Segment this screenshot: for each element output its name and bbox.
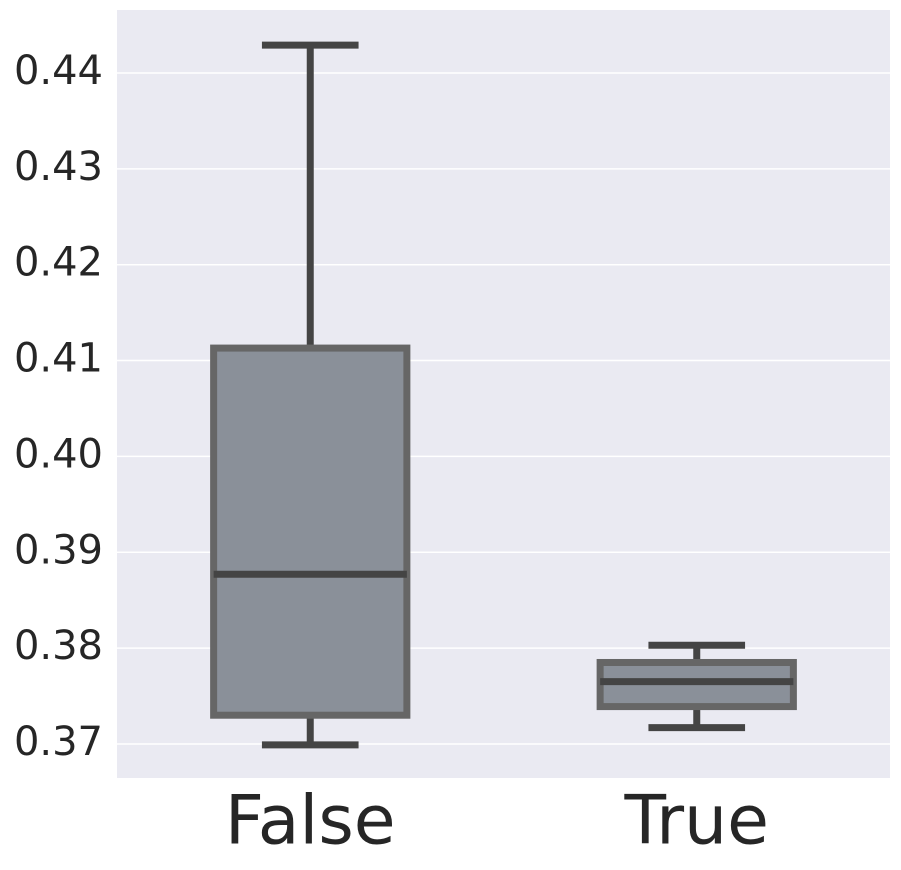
- y-tick-label: 0.37: [14, 719, 103, 765]
- x-tick-label: False: [225, 782, 396, 861]
- y-tick-label: 0.42: [14, 240, 103, 286]
- y-tick-label: 0.39: [14, 527, 103, 573]
- box: [210, 344, 411, 719]
- x-tick-label: True: [624, 782, 769, 861]
- y-tick-label: 0.43: [14, 144, 103, 190]
- y-tick-label: 0.38: [14, 623, 103, 669]
- y-tick-label: 0.40: [14, 431, 103, 477]
- y-tick-label: 0.41: [14, 336, 103, 382]
- y-tick-label: 0.44: [14, 48, 103, 94]
